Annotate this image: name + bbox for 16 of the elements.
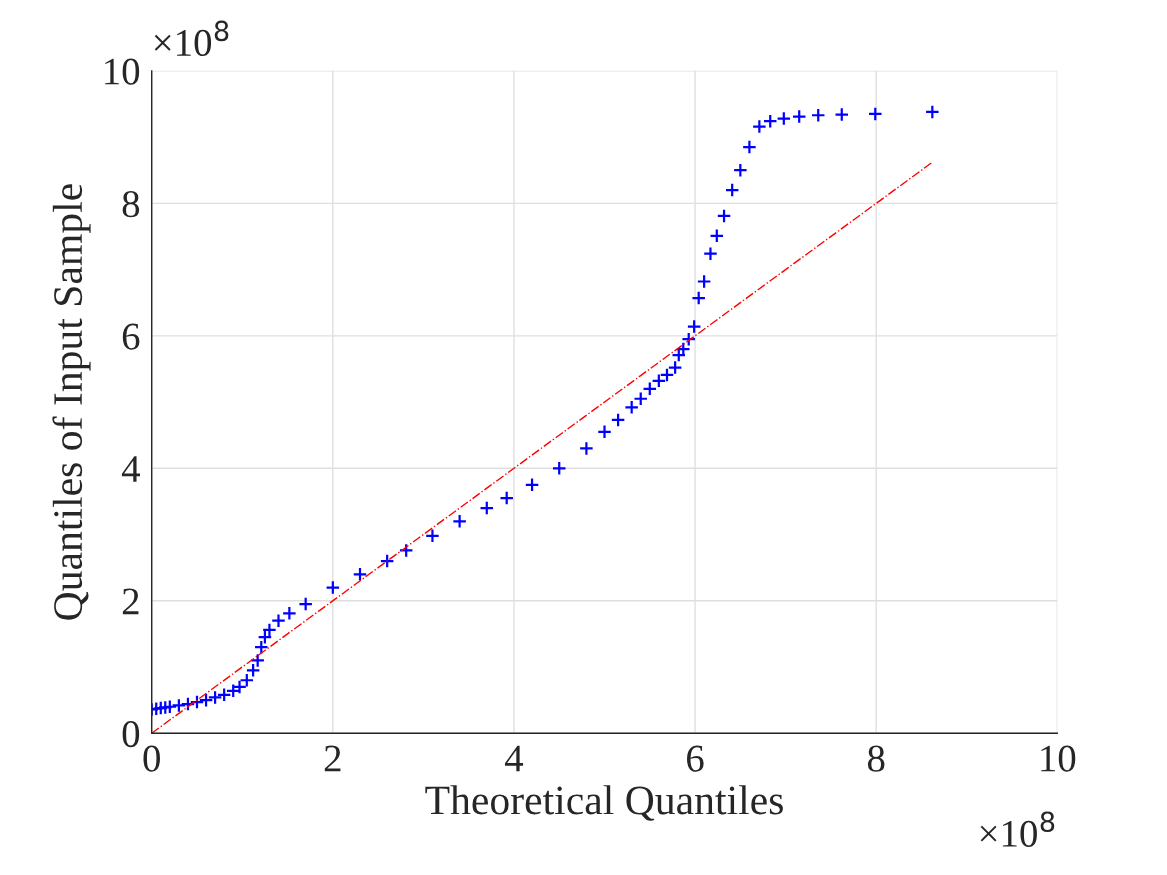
x-tick-label: 4 <box>504 745 524 772</box>
y-axis-title: Quantiles of Input Sample <box>52 184 91 620</box>
y-tick-label: 6 <box>122 323 140 350</box>
y-tick-label: 4 <box>121 456 140 482</box>
text: ×10$^{8}$ <box>980 811 1055 847</box>
y-tick-label: 2 <box>122 588 139 615</box>
text: ×10$^{8}$ <box>154 20 229 57</box>
x-tick-label: 2 <box>324 745 341 772</box>
y-tick-label: 0 <box>122 720 140 748</box>
y-tick-label: 8 <box>122 190 140 218</box>
x-tick-label: 0 <box>143 745 160 772</box>
x-tick-label: 6 <box>687 745 704 772</box>
y-tick-label: 10 <box>105 58 140 85</box>
x-axis-title: Theoretical Quantiles <box>425 785 783 821</box>
x-tick-label: 8 <box>867 745 885 772</box>
x-tick-label: 10 <box>1041 745 1076 772</box>
